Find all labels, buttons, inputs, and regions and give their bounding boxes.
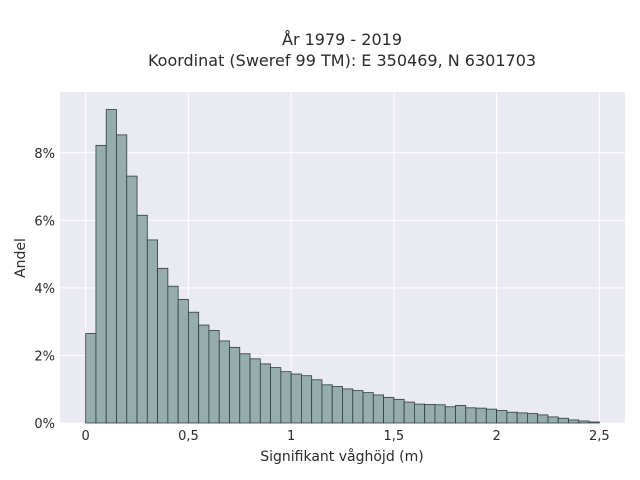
y-tick-label: 2% <box>34 349 55 364</box>
histogram-bar <box>455 405 467 424</box>
histogram-bar <box>537 414 549 424</box>
histogram-bar <box>290 373 302 424</box>
chart-title-line1: År 1979 - 2019 <box>282 30 402 49</box>
histogram-bar <box>588 421 600 424</box>
histogram-bar <box>424 404 436 424</box>
x-tick-label: 2,5 <box>589 429 610 444</box>
histogram-bar <box>383 396 395 424</box>
histogram-bar <box>485 408 497 424</box>
histogram-bar <box>352 390 364 424</box>
y-tick-label: 0% <box>34 417 55 432</box>
histogram-bar <box>218 340 230 424</box>
histogram-bar <box>506 411 518 424</box>
x-axis-label: Signifikant våghöjd (m) <box>260 448 423 465</box>
histogram-bar <box>198 324 210 424</box>
x-tick-label: 1 <box>287 429 295 444</box>
histogram-bar <box>465 407 477 424</box>
histogram-bar <box>403 401 415 424</box>
histogram-bar <box>95 144 107 424</box>
histogram-bar <box>568 419 580 424</box>
histogram-bars <box>85 109 600 424</box>
histogram-bar <box>527 413 539 424</box>
histogram-bar <box>270 367 282 424</box>
histogram-bar <box>85 333 97 424</box>
histogram-bar <box>301 375 313 424</box>
histogram-bar <box>229 346 241 424</box>
histogram-bar <box>239 353 251 424</box>
histogram-bar <box>188 311 200 424</box>
histogram-bar <box>557 417 569 424</box>
histogram-bar <box>516 412 528 424</box>
x-tick-label: 0,5 <box>178 429 199 444</box>
histogram-bar <box>547 416 559 424</box>
histogram-bar <box>475 407 487 424</box>
histogram-bar <box>372 394 384 424</box>
histogram-bar <box>321 384 333 424</box>
y-axis-label: Andel <box>13 238 29 278</box>
histogram-bar <box>362 392 374 424</box>
histogram-bar <box>434 404 446 424</box>
x-axis-ticks: 0 0,5 1 1,5 2 2,5 <box>82 429 610 444</box>
histogram-bar <box>311 379 323 424</box>
histogram-bar <box>126 175 138 424</box>
y-tick-label: 4% <box>34 282 55 297</box>
histogram-bar <box>578 420 590 424</box>
x-tick-label: 1,5 <box>384 429 405 444</box>
histogram-bar <box>157 267 169 424</box>
chart-title-line2: Koordinat (Sweref 99 TM): E 350469, N 63… <box>148 51 536 70</box>
histogram-bar <box>259 363 271 424</box>
histogram-bar <box>105 109 117 424</box>
histogram-bar <box>167 285 179 424</box>
histogram-bar <box>280 371 292 424</box>
x-tick-label: 2 <box>492 429 500 444</box>
histogram-bar <box>146 239 158 424</box>
histogram-bar <box>177 298 189 424</box>
y-tick-label: 6% <box>34 214 55 229</box>
histogram-bar <box>116 134 128 424</box>
y-axis-ticks: 0% 2% 4% 6% 8% <box>34 147 55 432</box>
histogram-bar <box>136 214 148 424</box>
histogram-bar <box>393 398 405 424</box>
histogram-bar <box>342 388 354 424</box>
y-tick-label: 8% <box>34 147 55 162</box>
histogram-bar <box>496 410 508 424</box>
histogram-bar <box>331 386 343 424</box>
histogram-bar <box>208 330 220 424</box>
histogram-bar <box>444 406 456 424</box>
histogram-bar <box>414 403 426 424</box>
x-tick-label: 0 <box>82 429 90 444</box>
histogram-bar <box>249 358 261 424</box>
